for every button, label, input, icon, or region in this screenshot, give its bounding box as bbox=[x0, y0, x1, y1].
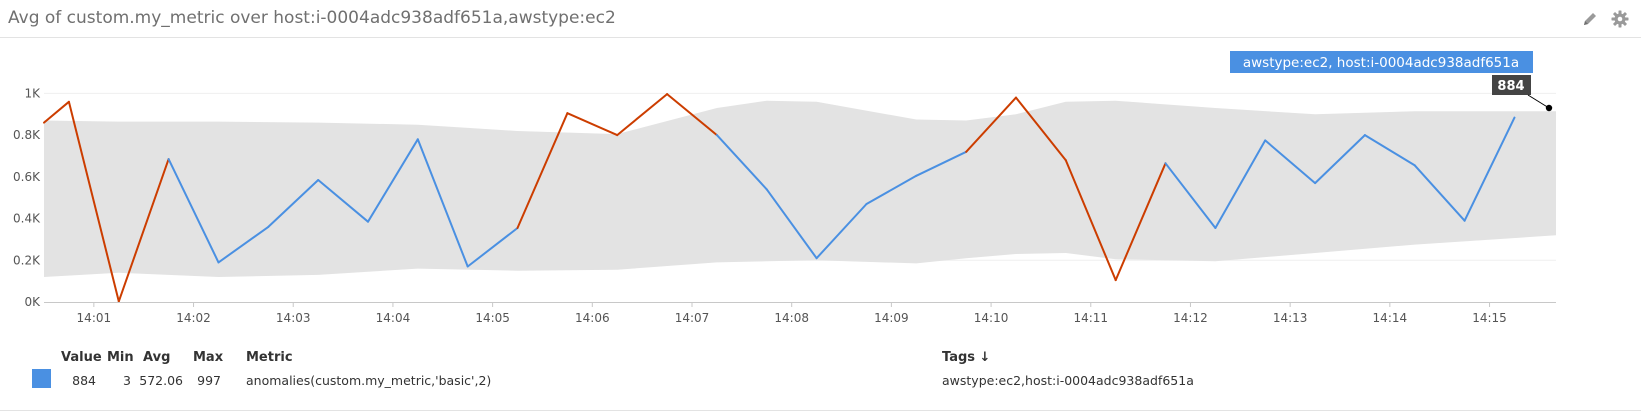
anomaly-segment[interactable] bbox=[117, 158, 170, 303]
x-tick-label: 14:02 bbox=[176, 311, 211, 325]
anomaly-segment[interactable] bbox=[1114, 162, 1167, 282]
anomaly-segment[interactable] bbox=[1064, 159, 1117, 282]
widget-title: Avg of custom.my_metric over host:i-0004… bbox=[8, 8, 616, 28]
x-tick-label: 14:09 bbox=[874, 311, 909, 325]
tooltip-label: awstype:ec2, host:i-0004adc938adf651a bbox=[1243, 55, 1519, 71]
widget-header: Avg of custom.my_metric over host:i-0004… bbox=[0, 0, 1641, 38]
anomaly-bounds bbox=[44, 100, 1556, 277]
x-tick-label: 14:10 bbox=[974, 311, 1009, 325]
series-segment[interactable] bbox=[416, 138, 469, 268]
widget-bottom-border bbox=[0, 410, 1641, 411]
anomaly-segment[interactable] bbox=[1015, 96, 1067, 162]
legend-series-swatch[interactable] bbox=[32, 369, 51, 388]
anomaly-segment[interactable] bbox=[566, 112, 619, 137]
legend-header-tags[interactable]: Tags ↓ bbox=[942, 350, 991, 365]
y-tick-label: 0K bbox=[24, 295, 41, 309]
series-line[interactable] bbox=[43, 93, 1516, 303]
legend-avg: 572.06 bbox=[139, 373, 183, 388]
anomaly-segment[interactable] bbox=[67, 100, 120, 303]
bounds-band bbox=[44, 100, 1556, 277]
y-tick-label: 0.4K bbox=[13, 212, 41, 226]
tooltip-label-box bbox=[1230, 51, 1533, 73]
series-segment[interactable] bbox=[1314, 134, 1366, 185]
series-segment[interactable] bbox=[217, 225, 270, 264]
legend-header-value: Value bbox=[61, 350, 102, 365]
series-segment[interactable] bbox=[1363, 134, 1416, 167]
y-tick-label: 0.8K bbox=[13, 128, 41, 142]
series-segment[interactable] bbox=[1264, 139, 1317, 185]
series-segment[interactable] bbox=[765, 188, 818, 260]
tooltip-value: 884 bbox=[1497, 79, 1524, 94]
anomaly-segment[interactable] bbox=[965, 96, 1017, 153]
series-segment[interactable] bbox=[317, 179, 369, 223]
gear-icon[interactable] bbox=[1610, 9, 1630, 29]
series-segment[interactable] bbox=[865, 174, 918, 205]
series-segment[interactable] bbox=[815, 203, 868, 260]
legend-metric[interactable]: anomalies(custom.my_metric,'basic',2) bbox=[246, 373, 492, 388]
series-segment[interactable] bbox=[715, 134, 768, 191]
legend-value: 884 bbox=[72, 373, 96, 388]
x-tick-label: 14:13 bbox=[1273, 311, 1308, 325]
series-segment[interactable] bbox=[367, 138, 419, 223]
series-segment[interactable] bbox=[915, 150, 968, 177]
x-tick-label: 14:04 bbox=[376, 311, 411, 325]
axes: 0K 0.2K 0.4K 0.6K 0.8K 1K 14:01 14:02 14:03 14:04… bbox=[13, 86, 1556, 325]
x-tick-label: 14:03 bbox=[276, 311, 311, 325]
legend-min: 3 bbox=[123, 373, 131, 388]
series-segment[interactable] bbox=[1463, 116, 1516, 222]
series-segment[interactable] bbox=[466, 227, 519, 268]
y-tick-label: 1K bbox=[24, 86, 41, 100]
anomaly-segment[interactable] bbox=[43, 100, 70, 124]
series-segment[interactable] bbox=[1164, 162, 1217, 229]
y-tick-label: 0.6K bbox=[13, 170, 41, 184]
legend-tags: awstype:ec2,host:i-0004adc938adf651a bbox=[942, 373, 1194, 388]
x-tick-label: 14:08 bbox=[774, 311, 809, 325]
series-segment[interactable] bbox=[1413, 164, 1466, 222]
x-tick-label: 14:06 bbox=[575, 311, 610, 325]
x-tick-label: 14:15 bbox=[1472, 311, 1507, 325]
x-tick-label: 14:01 bbox=[77, 311, 112, 325]
legend-max: 997 bbox=[197, 373, 221, 388]
tooltip-dot bbox=[1545, 104, 1553, 112]
anomaly-segment[interactable] bbox=[516, 112, 569, 229]
line-chart[interactable]: 0K 0.2K 0.4K 0.6K 0.8K 1K 14:01 14:02 14:03 14:04… bbox=[0, 38, 1641, 338]
tooltip-value-box bbox=[1492, 75, 1531, 95]
legend-header-max[interactable]: Max bbox=[193, 350, 224, 365]
series-segment[interactable] bbox=[1214, 139, 1267, 229]
series-segment[interactable] bbox=[167, 158, 220, 264]
pencil-icon[interactable] bbox=[1580, 9, 1600, 29]
tooltip-pointer bbox=[1527, 94, 1550, 109]
x-tick-label: 14:07 bbox=[675, 311, 710, 325]
x-tick-label: 14:05 bbox=[475, 311, 510, 325]
hover-tooltip: awstype:ec2, host:i-0004adc938adf651a 884 bbox=[1230, 51, 1553, 112]
series-segment[interactable] bbox=[267, 179, 320, 228]
y-tick-label: 0.2K bbox=[13, 253, 41, 267]
legend-header-avg: Avg bbox=[143, 350, 171, 365]
legend-header-metric[interactable]: Metric bbox=[246, 350, 293, 365]
anomaly-segment[interactable] bbox=[616, 93, 669, 137]
x-tick-label: 14:12 bbox=[1173, 311, 1208, 325]
x-tick-label: 14:11 bbox=[1073, 311, 1108, 325]
legend-header-min: Min bbox=[107, 350, 134, 365]
x-tick-label: 14:14 bbox=[1373, 311, 1408, 325]
anomaly-segment[interactable] bbox=[666, 93, 718, 137]
